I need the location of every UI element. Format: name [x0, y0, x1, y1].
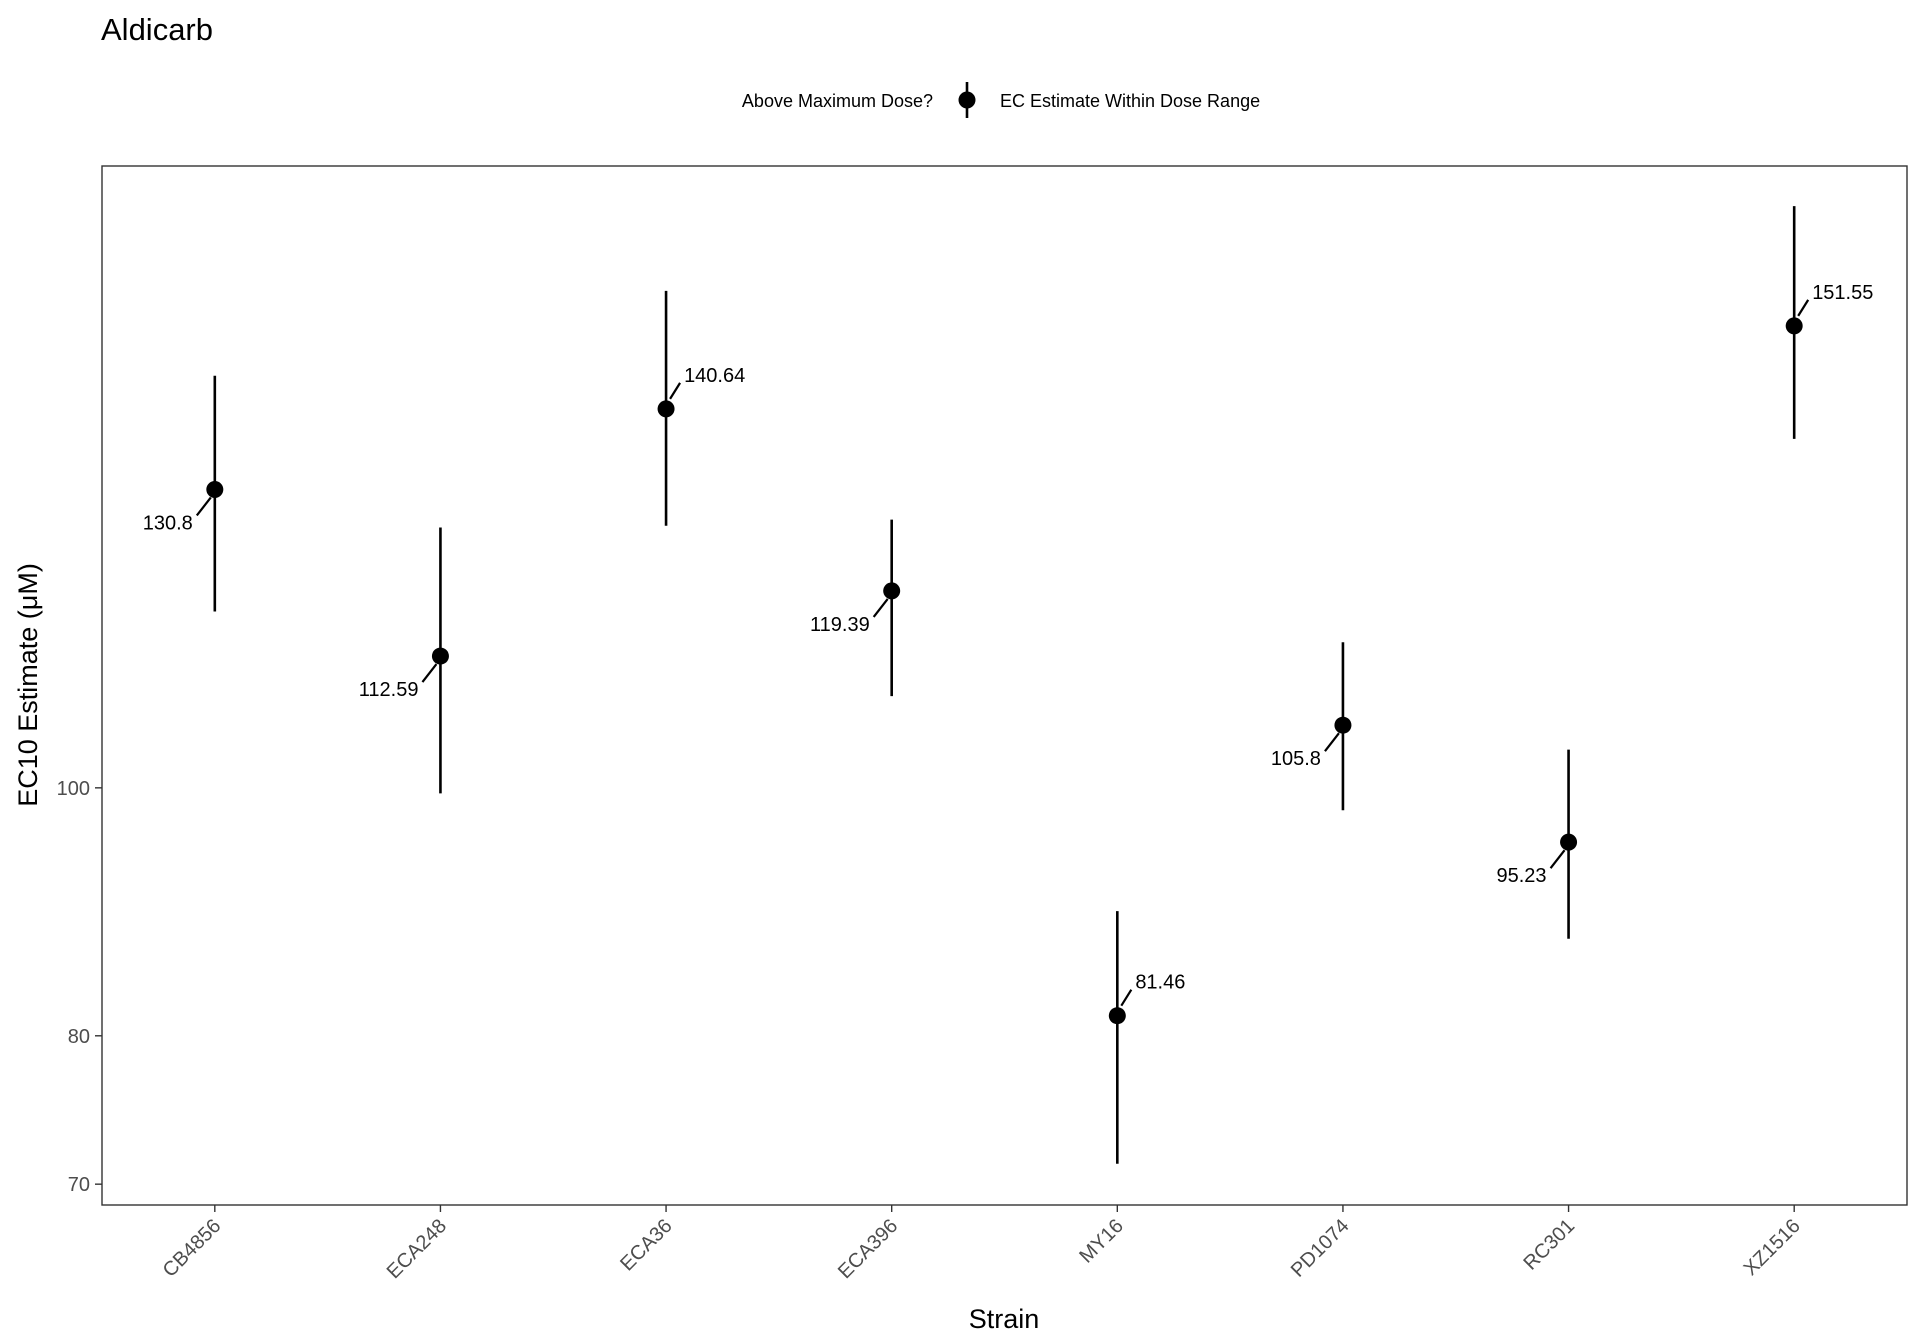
point-pd1074: [1334, 716, 1352, 734]
data-label-rc301: 95.23: [1497, 865, 1547, 887]
data-label-cb4856: 130.8: [143, 512, 193, 534]
x-tick-label-MY16: MY16: [1075, 1215, 1128, 1268]
point-xz1516: [1785, 317, 1803, 335]
y-tick-label-100: 100: [57, 778, 90, 800]
label-leader-eca396: [872, 598, 889, 618]
x-tick-label-CB4856: CB4856: [159, 1215, 226, 1282]
label-leader-my16: [1120, 989, 1133, 1007]
legend-entry-within-dose-range: EC Estimate Within Dose Range: [1000, 91, 1260, 111]
x-tick-label-ECA36: ECA36: [616, 1215, 676, 1275]
legend-key-point: [958, 91, 976, 109]
plot-panel: [101, 165, 1908, 1206]
data-label-pd1074: 105.8: [1271, 748, 1321, 770]
point-my16: [1108, 1007, 1126, 1025]
point-eca396: [883, 582, 901, 600]
point-eca36: [657, 400, 675, 418]
chart-title: Aldicarb: [101, 12, 213, 47]
y-tick-label-70: 70: [68, 1174, 90, 1196]
y-tick-label-80: 80: [68, 1026, 90, 1048]
data-label-xz1516: 151.55: [1812, 282, 1873, 304]
data-marks: 130.8 112.59 140.64 119.39 81.46 105.8 95.23 15…: [143, 206, 1873, 1164]
point-eca248: [431, 647, 449, 665]
label-leader-xz1516: [1797, 299, 1810, 317]
data-label-eca396: 119.39: [810, 614, 870, 636]
data-label-my16: 81.46: [1135, 972, 1185, 994]
x-axis-title: Strain: [969, 1304, 1040, 1334]
label-leader-pd1074: [1324, 732, 1340, 752]
y-axis: 70 80 100: [57, 778, 102, 1196]
y-axis-title: EC10 Estimate (μM): [13, 563, 43, 807]
x-tick-label-XZ1516: XZ1516: [1740, 1215, 1805, 1280]
legend-title: Above Maximum Dose?: [742, 91, 933, 111]
legend: Above Maximum Dose? EC Estimate Within D…: [742, 82, 1260, 118]
label-leader-rc301: [1549, 849, 1566, 869]
label-leader-eca36: [669, 382, 681, 400]
label-leader-cb4856: [195, 496, 212, 517]
x-tick-label-ECA396: ECA396: [834, 1215, 902, 1283]
x-tick-label-PD1074: PD1074: [1287, 1215, 1354, 1282]
data-label-eca248: 112.59: [359, 679, 419, 701]
data-label-eca36: 140.64: [684, 365, 745, 387]
x-tick-label-RC301: RC301: [1520, 1215, 1580, 1275]
x-axis: CB4856 ECA248 ECA36 ECA396 MY16 PD1074 RC301 XZ…: [159, 1205, 1805, 1283]
label-leader-eca248: [421, 663, 438, 683]
point-rc301: [1560, 833, 1578, 851]
x-tick-label-ECA248: ECA248: [383, 1215, 451, 1283]
point-cb4856: [206, 480, 224, 498]
